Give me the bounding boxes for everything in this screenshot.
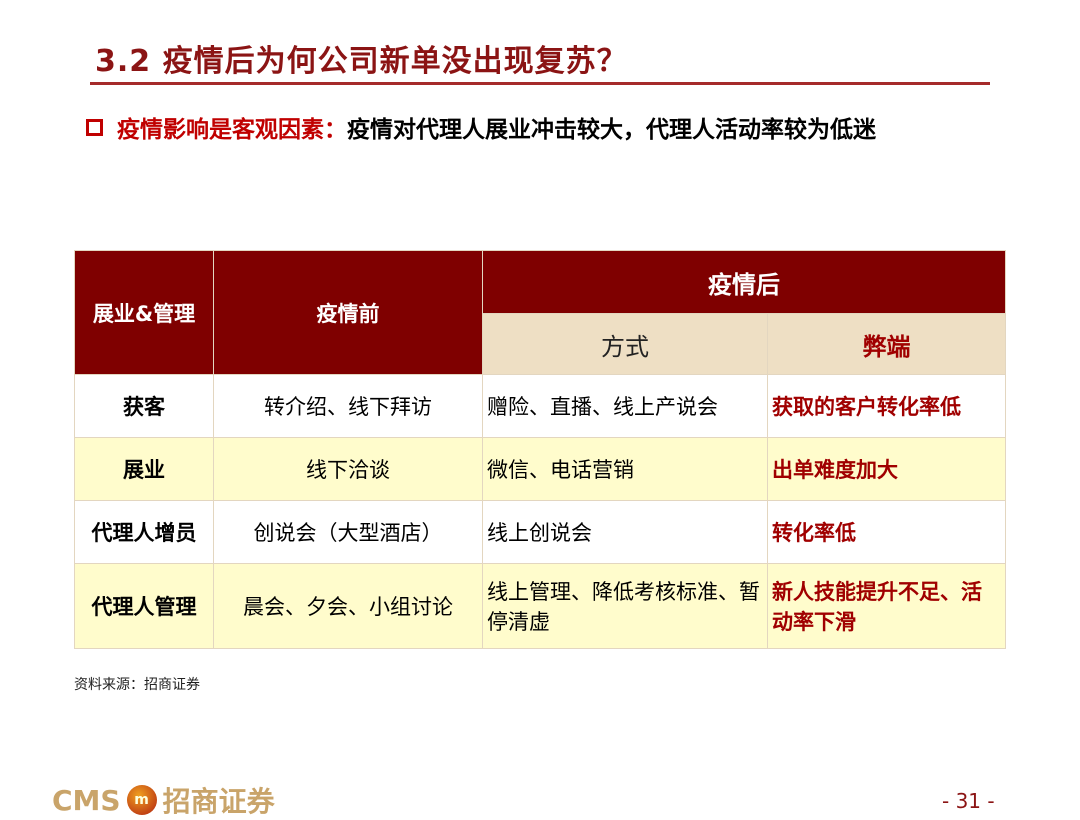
subtitle-text: 疫情对代理人展业冲击较大，代理人活动率较为低迷 (347, 117, 876, 143)
source-note: 资料来源：招商证券 (74, 677, 200, 693)
header-cell: 疫情前 (213, 250, 483, 375)
page-number: - 31 - (942, 789, 995, 813)
subtitle: 疫情影响是客观因素： 疫情对代理人展业冲击较大，代理人活动率较为低迷 (86, 110, 876, 144)
table-cell: 转介绍、线下拜访 (213, 374, 483, 438)
header-cell: 展业&管理 (74, 250, 214, 375)
table-cell: 赠险、直播、线上产说会 (482, 374, 768, 438)
table-cell: 新人技能提升不足、活动率下滑 (767, 563, 1006, 649)
table-cell: 线下洽谈 (213, 437, 483, 501)
cms-logo: CMS m 招商证券 (52, 783, 275, 819)
comparison-table: 展业&管理 疫情前 疫情后 方式 弊端 获客 转介绍、线下拜访 赠险、直播、线上产说会 获取… (74, 250, 1006, 649)
table-cell: 晨会、夕会、小组讨论 (213, 563, 483, 649)
page-title: 3.2 疫情后为何公司新单没出现复苏？ (95, 44, 628, 79)
table-cell: 创说会（大型酒店） (213, 500, 483, 564)
table-cell: 微信、电话营销 (482, 437, 768, 501)
table-cell: 出单难度加大 (767, 437, 1006, 501)
table-cell: 展业 (74, 437, 214, 501)
table-row: 代理人增员 创说会（大型酒店） 线上创说会 转化率低 (74, 500, 1006, 564)
title-divider (90, 82, 990, 85)
table-row: 展业 线下洽谈 微信、电话营销 出单难度加大 (74, 437, 1006, 501)
header-cell: 方式 (482, 313, 768, 375)
bullet-square-icon (86, 118, 103, 136)
table-row: 代理人管理 晨会、夕会、小组讨论 线上管理、降低考核标准、暂停清虚 新人技能提升不足、… (74, 563, 1006, 649)
header-cell: 弊端 (767, 313, 1006, 375)
header-cell: 疫情后 (482, 250, 1006, 314)
table-cell: 转化率低 (767, 500, 1006, 564)
table-cell: 获取的客户转化率低 (767, 374, 1006, 438)
subtitle-highlight: 疫情影响是客观因素： (117, 117, 347, 143)
logo-emblem-icon: m (126, 785, 157, 815)
table-cell: 线上创说会 (482, 500, 768, 564)
table-cell: 线上管理、降低考核标准、暂停清虚 (482, 563, 768, 649)
table-cell: 代理人管理 (74, 563, 214, 649)
table-cell: 获客 (74, 374, 214, 438)
table-cell: 代理人增员 (74, 500, 214, 564)
table-row: 获客 转介绍、线下拜访 赠险、直播、线上产说会 获取的客户转化率低 (74, 374, 1006, 438)
